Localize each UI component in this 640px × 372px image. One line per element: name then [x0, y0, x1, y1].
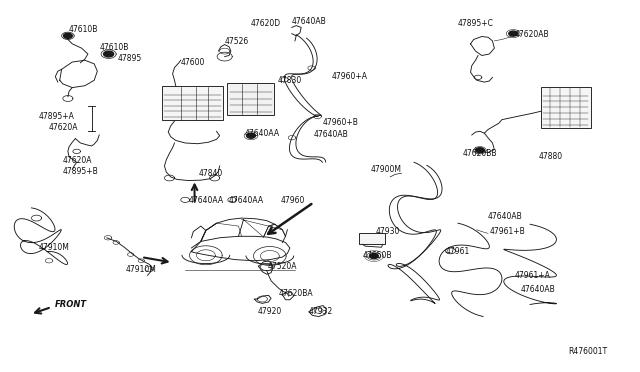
Text: FRONT: FRONT [55, 300, 88, 309]
Text: 47640AB: 47640AB [292, 17, 326, 26]
Text: 47910M: 47910M [125, 265, 156, 274]
Text: 47961: 47961 [445, 247, 470, 256]
Text: 47895+B: 47895+B [63, 167, 99, 176]
Polygon shape [104, 51, 114, 57]
Polygon shape [246, 133, 255, 138]
Text: 47640AB: 47640AB [488, 212, 523, 221]
Text: 47640AA: 47640AA [244, 129, 280, 138]
Text: 47526: 47526 [225, 38, 249, 46]
Text: 47620BB: 47620BB [463, 149, 497, 158]
Text: 47880: 47880 [538, 153, 563, 161]
Polygon shape [63, 33, 72, 38]
Text: 47640AB: 47640AB [314, 131, 348, 140]
Text: 47830: 47830 [277, 76, 301, 85]
Text: 47840: 47840 [198, 169, 223, 178]
FancyBboxPatch shape [162, 86, 223, 121]
Polygon shape [509, 31, 518, 36]
Text: 47920: 47920 [257, 307, 282, 316]
Text: 47932: 47932 [308, 307, 333, 316]
Text: 47620AB: 47620AB [515, 30, 549, 39]
Text: 47640AA: 47640AA [229, 196, 264, 205]
Text: 47895: 47895 [118, 54, 142, 63]
Polygon shape [369, 253, 378, 259]
Text: 47960+B: 47960+B [323, 118, 358, 127]
Text: 47961+A: 47961+A [515, 271, 550, 280]
Text: R476001T: R476001T [568, 347, 607, 356]
FancyBboxPatch shape [541, 87, 591, 128]
Text: 47650B: 47650B [363, 251, 392, 260]
Text: 47961+B: 47961+B [490, 227, 525, 236]
Text: 47910M: 47910M [39, 244, 70, 253]
Text: 47900M: 47900M [370, 165, 401, 174]
Text: 47895+C: 47895+C [458, 19, 494, 28]
Text: 47520A: 47520A [268, 262, 297, 271]
Text: 47620BA: 47620BA [278, 289, 313, 298]
Text: 47600: 47600 [180, 58, 205, 67]
Text: 47640AA: 47640AA [188, 196, 223, 205]
Polygon shape [476, 148, 484, 153]
Text: 47960: 47960 [281, 196, 305, 205]
FancyBboxPatch shape [359, 232, 385, 244]
Text: 47610B: 47610B [99, 43, 129, 52]
Text: 47620A: 47620A [63, 156, 92, 165]
Text: 47960+A: 47960+A [332, 72, 367, 81]
Text: 47610B: 47610B [69, 25, 99, 34]
FancyBboxPatch shape [227, 83, 274, 115]
Text: 47640AB: 47640AB [521, 285, 556, 294]
Text: 47930: 47930 [375, 227, 399, 236]
Text: 47620D: 47620D [251, 19, 281, 28]
Text: 47620A: 47620A [49, 123, 79, 132]
Text: 47895+A: 47895+A [39, 112, 75, 121]
